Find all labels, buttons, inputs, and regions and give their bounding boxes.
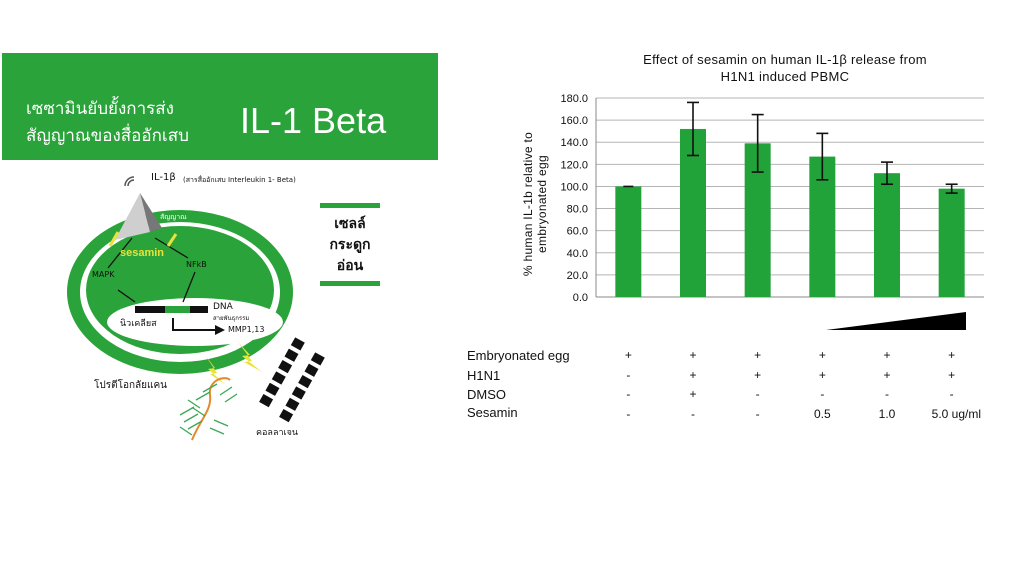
condition-cell: + — [689, 387, 697, 401]
condition-cell: - — [755, 387, 760, 401]
collagen-label: คอลลาเจน — [256, 428, 299, 438]
il1b-desc: (สารสื่ออักเสบ Interleukin 1- Beta) — [183, 176, 296, 184]
condition-cell: - — [626, 368, 631, 382]
signal-wave-icon — [127, 179, 135, 187]
proteoglycan-branch — [179, 383, 218, 436]
condition-cell: - — [626, 407, 631, 421]
y-tick-label: 100.0 — [560, 181, 588, 193]
arrow-head — [215, 325, 225, 335]
receptor-icon — [115, 193, 150, 240]
arrow-nfkb — [154, 237, 189, 259]
condition-cell: - — [949, 387, 954, 401]
proteoglycan-core — [191, 377, 231, 441]
side-bar-top — [320, 203, 380, 208]
chart-title: Effect of sesamin on human IL-1β release… — [643, 52, 927, 84]
nfkb-label: NFkB — [186, 260, 207, 269]
condition-cell: + — [624, 348, 632, 362]
y-tick-label: 60.0 — [567, 226, 588, 238]
condition-cell: + — [754, 348, 762, 362]
arrow-mmp — [172, 318, 215, 331]
dna-strand — [135, 306, 165, 313]
dna-label: DNA — [213, 302, 233, 312]
y-tick-label: 140.0 — [560, 137, 588, 149]
dna-strand — [165, 306, 190, 313]
condition-cell: + — [883, 368, 891, 382]
bar — [615, 186, 642, 297]
condition-cell: - — [820, 387, 825, 401]
y-tick-label: 120.0 — [560, 159, 588, 171]
bar — [680, 128, 706, 297]
y-tick-label: 180.0 — [560, 93, 588, 105]
condition-cell: - — [691, 407, 695, 421]
il1b-label: IL-1β — [151, 172, 176, 183]
condition-cell: - — [626, 387, 631, 401]
arrow-to-dna — [117, 289, 136, 303]
condition-label: Sesamin — [467, 405, 518, 420]
condition-cell: 0.5 — [813, 407, 831, 421]
y-tick-label: 80.0 — [567, 204, 588, 216]
proteoglycan-label: โปรตีโอกลัยแคน — [94, 380, 167, 391]
condition-label: Embryonated egg — [467, 348, 570, 363]
bar — [874, 173, 900, 297]
signal-wave-icon — [124, 176, 135, 187]
condition-cell: - — [755, 407, 760, 421]
nucleus-label: นิวเคลียส — [120, 319, 157, 329]
condition-cell: + — [689, 348, 697, 362]
arrow-to-dna — [182, 271, 196, 303]
condition-cell: + — [754, 368, 762, 382]
receptor-label: เสารับ สัญญาณ — [160, 204, 187, 221]
cartilage-cell-text: เซลล์ กระดูก อ่อน — [329, 216, 371, 274]
y-tick-label: 160.0 — [560, 115, 588, 127]
lightning-icon — [238, 342, 262, 372]
proteoglycan-branch — [209, 386, 238, 435]
condition-cell: 1.0 — [878, 407, 896, 421]
arrow-mapk — [107, 237, 133, 269]
y-tick-label: 0.0 — [573, 292, 588, 304]
cartilage-cell-box: เซลล์ กระดูก อ่อน — [320, 203, 380, 286]
dose-gradient-triangle — [826, 312, 966, 330]
title-banner — [2, 53, 438, 160]
condition-cell: + — [689, 368, 697, 382]
y-tick-label: 20.0 — [567, 270, 588, 282]
condition-cell: + — [948, 348, 956, 362]
receptor-icon — [140, 193, 162, 232]
mapk-label: MAPK — [92, 270, 115, 279]
sesamin-block-mark — [108, 231, 120, 247]
condition-label: H1N1 — [467, 368, 501, 383]
dna-thai-label: สายพันธุกรรม — [213, 315, 250, 322]
condition-cell: + — [818, 348, 826, 362]
banner-il-text: IL-1 Beta — [240, 100, 387, 141]
bar — [938, 188, 965, 297]
sesamin-block-mark — [166, 233, 178, 247]
condition-cell: + — [818, 368, 826, 382]
condition-cell: + — [948, 368, 956, 382]
condition-cell: + — [883, 348, 891, 362]
condition-cell: 5.0 ug/ml — [931, 407, 982, 421]
lightning-icon — [205, 355, 226, 385]
sesamin-label: sesamin — [120, 247, 165, 259]
dna-strand — [190, 306, 208, 313]
condition-label: DMSO — [467, 387, 506, 402]
banner-thai-text: เซซามินยับยั้งการส่ง สัญญาณของสื่ออักเสบ — [26, 99, 189, 146]
side-bar-bottom — [320, 281, 380, 286]
y-tick-label: 40.0 — [567, 248, 588, 260]
condition-cell: - — [885, 387, 889, 401]
mmp-label: MMP1,13 — [228, 325, 265, 334]
